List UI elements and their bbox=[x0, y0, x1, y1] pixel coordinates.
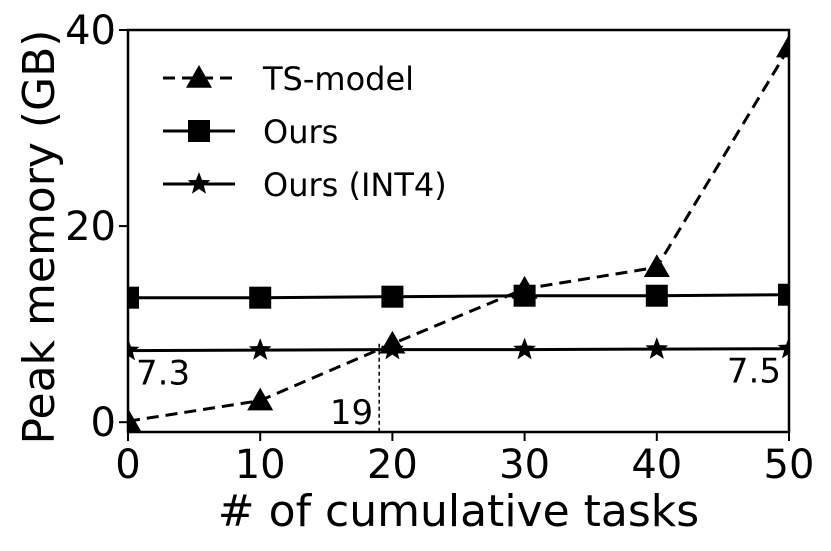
plot-frame bbox=[126, 28, 791, 434]
marker-star bbox=[380, 337, 404, 360]
legend-label: Ours bbox=[263, 113, 338, 151]
series-line-0 bbox=[128, 46, 789, 423]
marker-square bbox=[778, 283, 789, 306]
legend-marker-triangle bbox=[186, 65, 212, 88]
x-axis-title: # of cumulative tasks bbox=[218, 486, 699, 537]
y-tick-label: 40 bbox=[65, 8, 116, 54]
marker-star bbox=[248, 338, 272, 360]
marker-square bbox=[381, 285, 404, 308]
legend-marker-square bbox=[188, 120, 210, 142]
annotation-label: 19 bbox=[330, 393, 373, 433]
series-line-2 bbox=[128, 347, 789, 353]
x-tick-label: 20 bbox=[367, 442, 418, 488]
y-axis-title: Peak memory (GB) bbox=[14, 30, 65, 445]
annotation-label: 7.5 bbox=[727, 352, 781, 392]
legend: TS-model Ours Ours (INT4) bbox=[163, 60, 447, 204]
series-line-1 bbox=[128, 293, 789, 300]
x-tick-label: 30 bbox=[499, 442, 550, 488]
y-tick-label: 0 bbox=[91, 400, 116, 446]
x-tick-label: 50 bbox=[764, 442, 815, 488]
series-lines bbox=[128, 46, 789, 423]
annotation-label: 7.3 bbox=[136, 354, 190, 394]
marker-square bbox=[249, 286, 272, 309]
marker-square bbox=[128, 286, 139, 309]
legend-label: TS-model bbox=[262, 60, 414, 98]
x-tick-label: 40 bbox=[631, 442, 682, 488]
x-tick-label: 10 bbox=[235, 442, 286, 488]
marker-star bbox=[128, 338, 140, 361]
series-markers bbox=[128, 34, 789, 431]
legend-marker-star bbox=[187, 172, 211, 194]
marker-star bbox=[513, 337, 537, 360]
marker-triangle bbox=[247, 387, 274, 411]
marker-star bbox=[777, 336, 789, 359]
marker-square bbox=[645, 284, 668, 307]
legend-label: Ours (INT4) bbox=[263, 166, 447, 204]
marker-triangle bbox=[776, 34, 789, 58]
axes bbox=[119, 28, 791, 441]
y-tick-label: 20 bbox=[65, 204, 116, 250]
marker-triangle bbox=[643, 254, 670, 278]
marker-triangle bbox=[128, 408, 141, 431]
marker-star bbox=[645, 337, 669, 359]
x-tick-label: 0 bbox=[115, 442, 140, 488]
data-annotations: 7.3 7.5 19 bbox=[136, 352, 781, 433]
marker-square bbox=[513, 284, 536, 307]
